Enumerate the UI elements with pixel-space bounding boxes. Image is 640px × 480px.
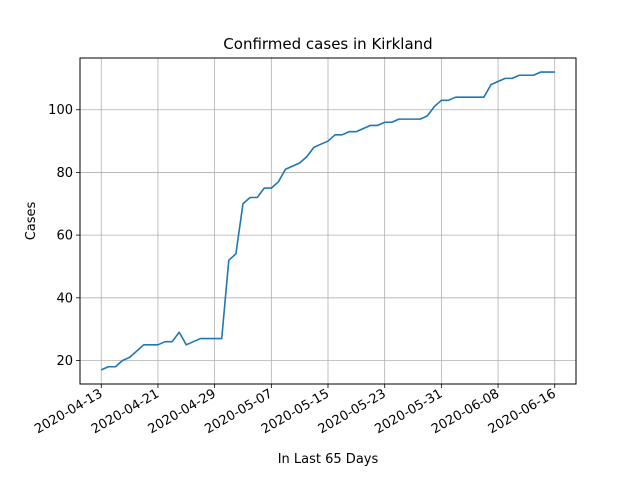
- y-axis: 20 40 60 80 100: [48, 103, 80, 369]
- x-axis-label: In Last 65 Days: [278, 452, 379, 467]
- y-tick-label: 80: [56, 166, 73, 181]
- y-tick-label: 40: [56, 291, 73, 306]
- grid: [80, 58, 576, 384]
- y-tick-label: 20: [56, 354, 73, 369]
- chart-title: Confirmed cases in Kirkland: [223, 35, 432, 53]
- series-line: [100, 71, 555, 371]
- y-tick-label: 100: [48, 103, 73, 118]
- plot-area: [100, 71, 555, 371]
- y-axis-label: Cases: [24, 201, 39, 240]
- y-tick-label: 60: [56, 229, 73, 244]
